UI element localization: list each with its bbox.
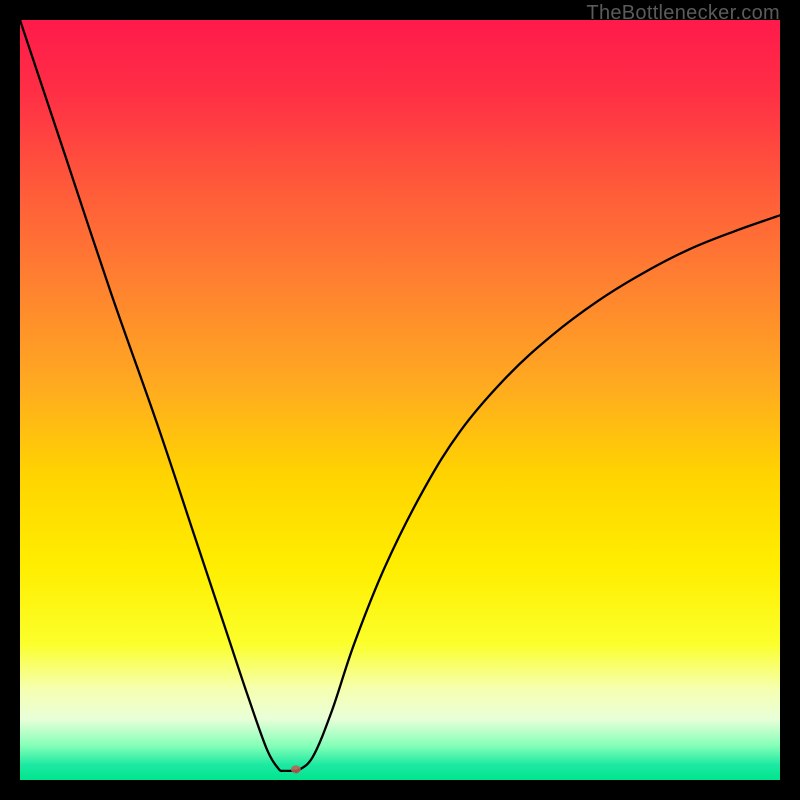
optimum-marker: [291, 765, 301, 773]
bottleneck-curve: [20, 20, 780, 780]
chart-frame: TheBottlenecker.com: [0, 0, 800, 800]
plot-area: [20, 20, 780, 780]
watermark-text: TheBottlenecker.com: [586, 2, 780, 25]
